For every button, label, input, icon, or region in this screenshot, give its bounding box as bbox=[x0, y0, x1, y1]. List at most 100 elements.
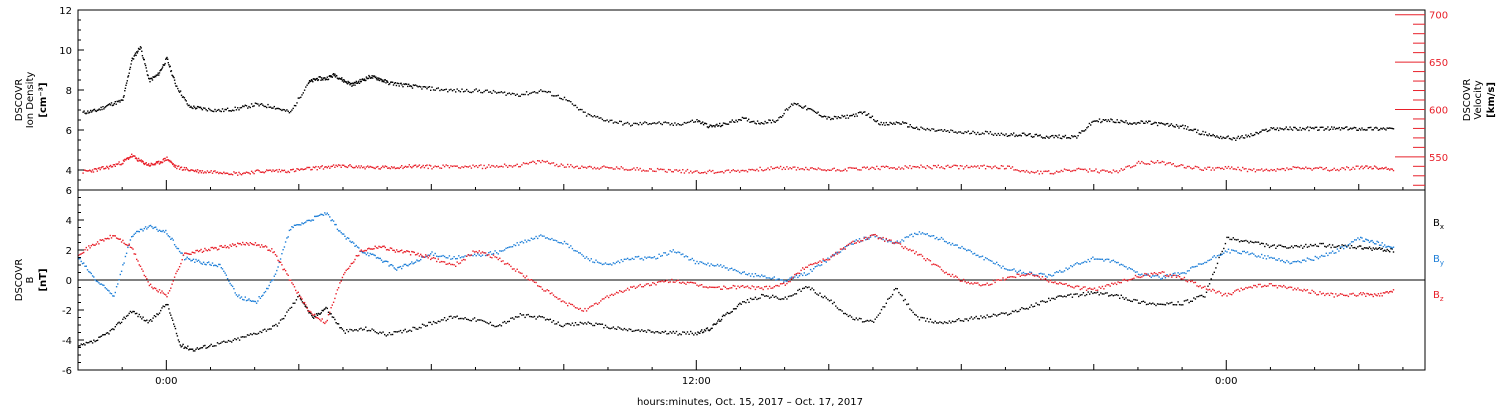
b-bx-series-point bbox=[399, 329, 402, 332]
density-series-point bbox=[252, 105, 254, 108]
density-series-point bbox=[245, 105, 248, 107]
b-bx-series-point bbox=[1002, 312, 1004, 314]
velocity-series-point bbox=[519, 165, 521, 168]
b-bx-series-point bbox=[516, 316, 518, 318]
b-bx-series-point bbox=[343, 330, 345, 332]
b-by-series-point bbox=[303, 222, 306, 224]
density-series-point bbox=[375, 77, 378, 80]
velocity-series-point bbox=[500, 165, 503, 167]
b-by-series-point bbox=[890, 240, 892, 243]
b-by-series-point bbox=[418, 260, 421, 262]
velocity-series-point bbox=[1141, 160, 1143, 163]
b-by-series-point bbox=[1314, 255, 1316, 258]
b-bz-series-point bbox=[266, 246, 268, 248]
density-series-point bbox=[856, 115, 858, 117]
b-bz-series-point bbox=[950, 275, 952, 277]
b-bx-series-point bbox=[1249, 240, 1252, 243]
density-series-point bbox=[1385, 129, 1387, 131]
velocity-series-point bbox=[195, 169, 197, 171]
b-by-series-point bbox=[286, 237, 288, 239]
b-bx-series-point bbox=[1229, 238, 1231, 241]
velocity-series-point bbox=[135, 157, 137, 159]
b-bx-series-point bbox=[1262, 242, 1264, 245]
b-by-series-point bbox=[947, 242, 949, 245]
b-bx-series-point bbox=[240, 336, 242, 338]
velocity-series-point bbox=[824, 169, 826, 171]
density-series-point bbox=[546, 91, 548, 94]
velocity-series-point bbox=[1060, 169, 1062, 172]
density-series-point bbox=[174, 82, 176, 85]
b-bz-series-point bbox=[134, 253, 137, 255]
velocity-series-point bbox=[525, 162, 528, 165]
b-bx-series-point bbox=[311, 314, 313, 317]
velocity-series-point bbox=[1025, 169, 1028, 172]
density-series-point bbox=[447, 91, 449, 93]
b-bx-series-point bbox=[105, 332, 108, 334]
velocity-series-point bbox=[1202, 169, 1204, 171]
b-by-series-point bbox=[1287, 261, 1290, 263]
b-bx-series-point bbox=[1043, 300, 1045, 303]
velocity-series-point bbox=[1177, 165, 1179, 167]
density-series-point bbox=[551, 94, 553, 97]
density-series-point bbox=[1199, 133, 1202, 136]
b-bx-series-point bbox=[855, 317, 857, 319]
b-bx-series-point bbox=[224, 341, 227, 343]
b-by-series-point bbox=[658, 253, 660, 255]
density-series-point bbox=[823, 115, 826, 117]
density-series-point bbox=[187, 104, 189, 107]
velocity-series-point bbox=[871, 166, 873, 168]
density-series-point bbox=[455, 91, 457, 93]
b-by-series-point bbox=[413, 262, 415, 264]
b-bx-series-point bbox=[579, 321, 581, 324]
b-by-series-point bbox=[1041, 273, 1044, 275]
velocity-series-point bbox=[1355, 165, 1357, 167]
b-bx-series-point bbox=[775, 295, 777, 298]
velocity-series-point bbox=[276, 169, 278, 171]
density-series-point bbox=[1312, 127, 1314, 129]
b-bx-series-point bbox=[178, 341, 180, 343]
b-by-series-point bbox=[645, 257, 648, 259]
b-bz-series-point bbox=[156, 289, 158, 292]
b-by-series-point bbox=[1246, 251, 1249, 253]
density-series-point bbox=[1146, 122, 1149, 124]
b-bx-series-point bbox=[243, 336, 245, 338]
density-series-point bbox=[842, 115, 845, 118]
density-series-point bbox=[201, 109, 204, 111]
density-series-point bbox=[1139, 122, 1141, 124]
velocity-series-point bbox=[1130, 166, 1132, 169]
b-bx-series-point bbox=[407, 330, 410, 332]
b-by-series-point bbox=[608, 263, 610, 266]
velocity-series-point bbox=[888, 167, 891, 170]
b-by-series-point bbox=[263, 292, 265, 294]
density-series-point bbox=[473, 89, 476, 91]
b-bz-series-point bbox=[273, 251, 275, 253]
velocity-series-point bbox=[310, 169, 312, 171]
b-bx-series-point bbox=[907, 303, 910, 305]
density-series-point bbox=[94, 110, 97, 112]
b-by-series-point bbox=[598, 262, 600, 264]
velocity-series-point bbox=[1223, 168, 1225, 170]
b-by-series-point bbox=[973, 252, 976, 255]
density-series-point bbox=[1074, 135, 1077, 138]
b-bx-series-point bbox=[374, 331, 376, 333]
density-series-point bbox=[385, 82, 387, 84]
b-bz-series-point bbox=[525, 275, 528, 277]
b-by-series-point bbox=[1392, 246, 1395, 248]
b-bx-series-point bbox=[415, 328, 417, 330]
density-series-point bbox=[421, 88, 423, 90]
b-bx-series-point bbox=[84, 344, 86, 346]
density-series-point bbox=[1240, 136, 1242, 138]
density-series-point bbox=[216, 109, 219, 111]
b-by-series-point bbox=[962, 247, 965, 250]
b-by-series-point bbox=[817, 264, 820, 266]
b-bz-series-point bbox=[369, 248, 371, 250]
b-bx-series-point bbox=[1287, 247, 1290, 249]
b-bz-series-point bbox=[461, 259, 463, 262]
density-series-point bbox=[398, 85, 400, 87]
b-by-series-point bbox=[511, 246, 514, 248]
b-bx-series-point bbox=[1221, 250, 1223, 253]
b-bx-series-point bbox=[620, 328, 622, 330]
b-bz-series-point bbox=[1144, 272, 1146, 275]
density-series-point bbox=[336, 75, 338, 77]
b-bz-series-point bbox=[1100, 287, 1102, 289]
